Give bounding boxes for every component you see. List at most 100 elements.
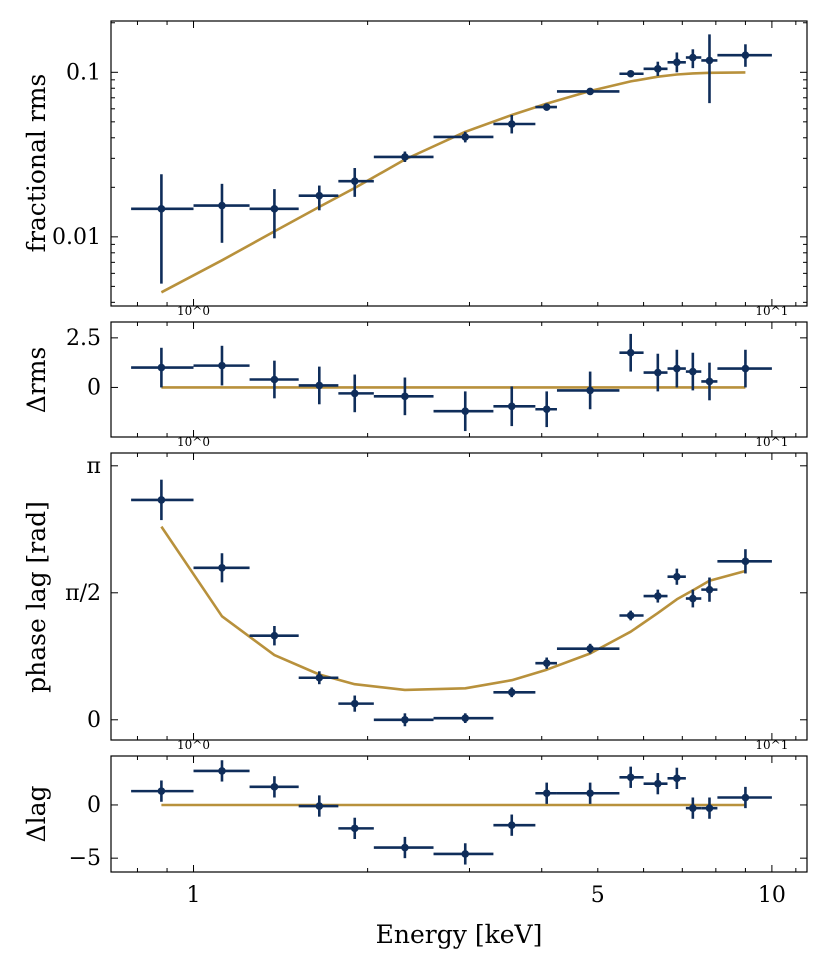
data-point xyxy=(315,673,324,682)
data-point xyxy=(705,377,714,386)
panel-lag-frame xyxy=(110,452,808,741)
data-point xyxy=(350,699,359,708)
data-point xyxy=(507,688,516,697)
x-axis-label: Energy [keV] xyxy=(376,920,543,949)
data-point-group xyxy=(493,115,536,134)
data-point-group xyxy=(433,843,494,865)
data-point xyxy=(461,850,470,858)
data-point xyxy=(689,804,697,812)
data-point xyxy=(673,572,681,581)
panel-drms-ylabel: Δrms xyxy=(22,347,51,414)
data-point xyxy=(507,120,516,128)
y-tick-label: 0 xyxy=(87,375,101,400)
data-point-group xyxy=(131,479,194,521)
panel-rms-frame xyxy=(110,20,808,307)
data-point-group xyxy=(667,52,686,73)
data-point xyxy=(586,644,594,653)
x-tick-label: 10^1 xyxy=(755,738,788,752)
panel-dlag-ytick-labels: −5 0 xyxy=(69,793,101,871)
data-point-group xyxy=(701,577,718,602)
model-curve xyxy=(160,71,746,294)
data-point xyxy=(673,364,681,373)
data-point xyxy=(401,715,409,724)
data-point-group xyxy=(535,782,557,804)
data-point-group xyxy=(298,185,339,211)
data-point xyxy=(689,367,697,376)
data-point xyxy=(157,787,166,795)
data-point-group xyxy=(717,349,772,388)
data-point-group xyxy=(298,366,339,405)
panel-drms-xtick-labels: 10^0 10^1 xyxy=(177,435,788,449)
panel-dlag-data xyxy=(131,760,772,865)
data-point xyxy=(626,611,635,620)
x-tick-label: 10^1 xyxy=(755,435,788,449)
panel-lag-xtick-labels: 10^0 10^1 xyxy=(177,738,788,752)
data-point-group xyxy=(643,773,668,795)
panel-lag-model xyxy=(160,525,746,692)
model-curve xyxy=(160,525,746,692)
data-point-group xyxy=(556,643,620,654)
data-point-group xyxy=(717,44,772,67)
data-point-group xyxy=(685,352,702,391)
data-point-group xyxy=(556,782,620,804)
data-point xyxy=(542,659,551,667)
data-point-group xyxy=(338,695,374,712)
x-tick-label: 5 xyxy=(591,883,605,908)
data-point xyxy=(350,177,359,185)
data-point-group xyxy=(701,797,718,819)
data-point-group xyxy=(535,103,557,111)
panel-lag-ytick-labels: 0 π/2 π xyxy=(65,454,101,733)
x-tick-label: 10 xyxy=(758,883,786,908)
data-point-group xyxy=(667,349,686,388)
panel-rms-ytick-labels: 0.01 0.1 xyxy=(52,60,101,250)
y-tick-label: 0 xyxy=(87,708,101,733)
data-point xyxy=(350,389,359,398)
data-point-group xyxy=(433,131,494,143)
data-point xyxy=(218,564,226,572)
panel-rms-ticks xyxy=(111,21,807,306)
data-point xyxy=(586,386,594,395)
data-point xyxy=(626,348,635,357)
panel-drms-ytick-labels: 02.5 xyxy=(66,326,101,401)
data-point-group xyxy=(338,374,374,413)
data-point-group xyxy=(619,610,644,621)
data-point-group xyxy=(193,553,250,583)
data-point xyxy=(157,496,166,504)
data-point xyxy=(705,585,714,594)
x-tick-label: 1 xyxy=(187,883,201,908)
data-point-group xyxy=(493,386,536,427)
data-point xyxy=(350,824,359,833)
panel-rms-ylabel: fractional rms xyxy=(22,74,51,253)
data-point xyxy=(654,368,662,377)
data-point xyxy=(626,69,635,78)
data-point xyxy=(461,133,470,141)
data-point xyxy=(270,631,279,640)
data-point-group xyxy=(556,87,620,96)
data-point-group xyxy=(298,671,339,685)
data-point xyxy=(689,594,697,603)
panel-drms-data xyxy=(131,333,772,432)
data-point-group xyxy=(249,626,299,646)
panel-dlag-ylabel: Δlag xyxy=(22,786,51,843)
data-point-group xyxy=(717,549,772,574)
data-point-group xyxy=(619,69,644,78)
data-point xyxy=(315,381,324,390)
data-point xyxy=(673,774,681,783)
data-point xyxy=(542,405,551,414)
data-point-group xyxy=(193,760,250,782)
panel-rms-model xyxy=(160,71,746,294)
data-point xyxy=(741,793,750,802)
y-tick-label: −5 xyxy=(69,846,101,871)
panel-rms-xtick-labels: 10^0 10^1 xyxy=(177,304,788,318)
data-point xyxy=(586,789,594,798)
data-point-group xyxy=(373,377,434,416)
data-point xyxy=(157,363,166,372)
data-point-group xyxy=(131,347,194,388)
data-point-group xyxy=(643,589,668,603)
y-tick-label: 0.1 xyxy=(66,60,101,85)
panel-dlag-xtick-labels: 1 5 10 xyxy=(187,883,786,908)
data-point xyxy=(270,375,279,384)
data-point xyxy=(741,364,750,373)
data-point xyxy=(507,402,516,411)
data-point-group xyxy=(131,174,194,284)
